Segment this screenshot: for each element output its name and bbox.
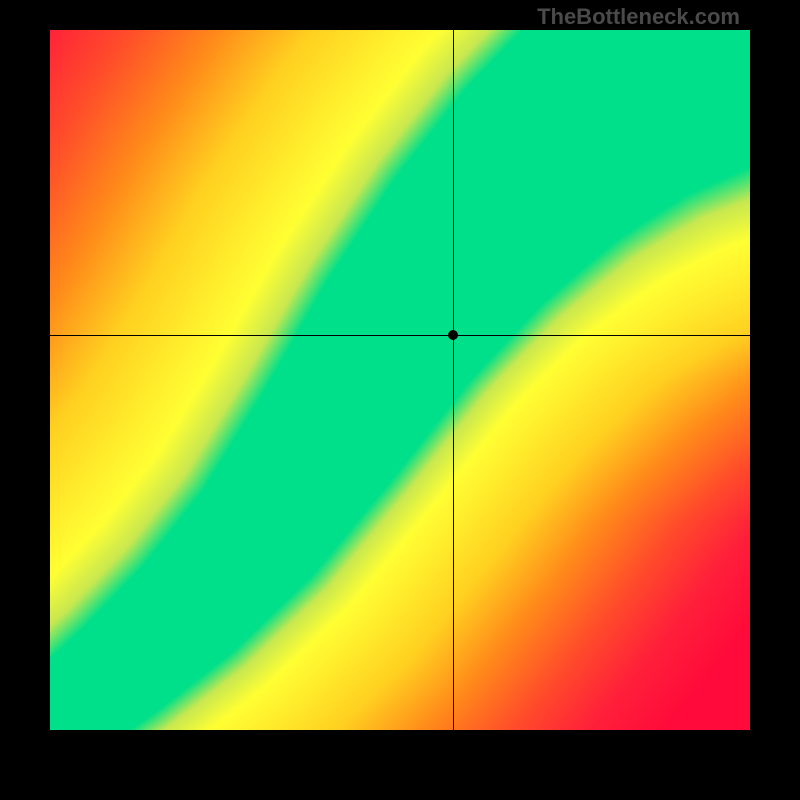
crosshair-horizontal [50,335,750,336]
heatmap-canvas [50,30,750,730]
heatmap-plot [50,30,750,730]
crosshair-marker [448,330,458,340]
watermark-text: TheBottleneck.com [537,4,740,30]
crosshair-vertical [453,30,454,730]
